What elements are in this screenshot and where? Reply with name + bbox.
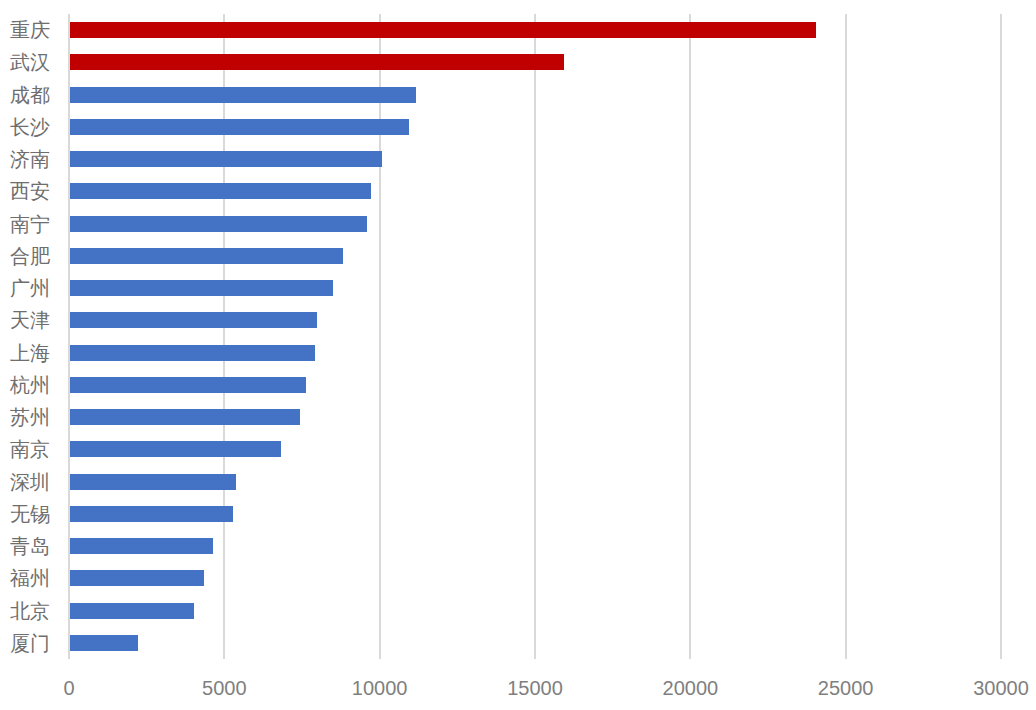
category-label: 武汉 xyxy=(6,52,50,72)
bar xyxy=(70,54,564,70)
category-label: 西安 xyxy=(6,181,50,201)
bar xyxy=(70,345,315,361)
category-label: 无锡 xyxy=(6,504,50,524)
category-label: 福州 xyxy=(6,568,50,588)
bar xyxy=(70,635,138,651)
bar xyxy=(70,119,409,135)
x-tick-label: 10000 xyxy=(352,678,408,698)
category-label: 杭州 xyxy=(6,375,50,395)
category-label: 成都 xyxy=(6,85,50,105)
x-tick-label: 5000 xyxy=(202,678,247,698)
category-label: 厦门 xyxy=(6,633,50,653)
category-label: 上海 xyxy=(6,343,50,363)
category-label: 长沙 xyxy=(6,117,50,137)
gridline xyxy=(68,14,70,659)
gridline xyxy=(534,14,536,659)
bar xyxy=(70,216,367,232)
category-label: 深圳 xyxy=(6,472,50,492)
bar xyxy=(70,22,816,38)
gridline xyxy=(379,14,381,659)
x-tick-label: 15000 xyxy=(507,678,563,698)
bar xyxy=(70,474,236,490)
bar xyxy=(70,248,343,264)
bar xyxy=(70,183,371,199)
x-tick-label: 20000 xyxy=(663,678,719,698)
x-tick-label: 25000 xyxy=(818,678,874,698)
category-label: 南京 xyxy=(6,439,50,459)
category-label: 苏州 xyxy=(6,407,50,427)
category-label: 济南 xyxy=(6,149,50,169)
bar xyxy=(70,312,317,328)
category-label: 广州 xyxy=(6,278,50,298)
bar xyxy=(70,538,213,554)
gridline xyxy=(689,14,691,659)
x-tick-label: 0 xyxy=(63,678,74,698)
bar xyxy=(70,409,300,425)
bar xyxy=(70,377,306,393)
bar xyxy=(70,506,233,522)
category-label: 天津 xyxy=(6,310,50,330)
category-label: 北京 xyxy=(6,601,50,621)
gridline xyxy=(845,14,847,659)
bar xyxy=(70,603,194,619)
x-tick-label: 30000 xyxy=(973,678,1029,698)
category-label: 青岛 xyxy=(6,536,50,556)
bar xyxy=(70,151,382,167)
horizontal-bar-chart: 0 5000 10000 15000 20000 25000 30000 重庆武汉成都长沙济南… xyxy=(0,0,1036,710)
bar xyxy=(70,441,281,457)
category-label: 南宁 xyxy=(6,214,50,234)
category-label: 重庆 xyxy=(6,20,50,40)
bar xyxy=(70,570,204,586)
bar xyxy=(70,280,333,296)
bar xyxy=(70,87,416,103)
gridline xyxy=(1000,14,1002,659)
gridline xyxy=(223,14,225,659)
category-label: 合肥 xyxy=(6,246,50,266)
